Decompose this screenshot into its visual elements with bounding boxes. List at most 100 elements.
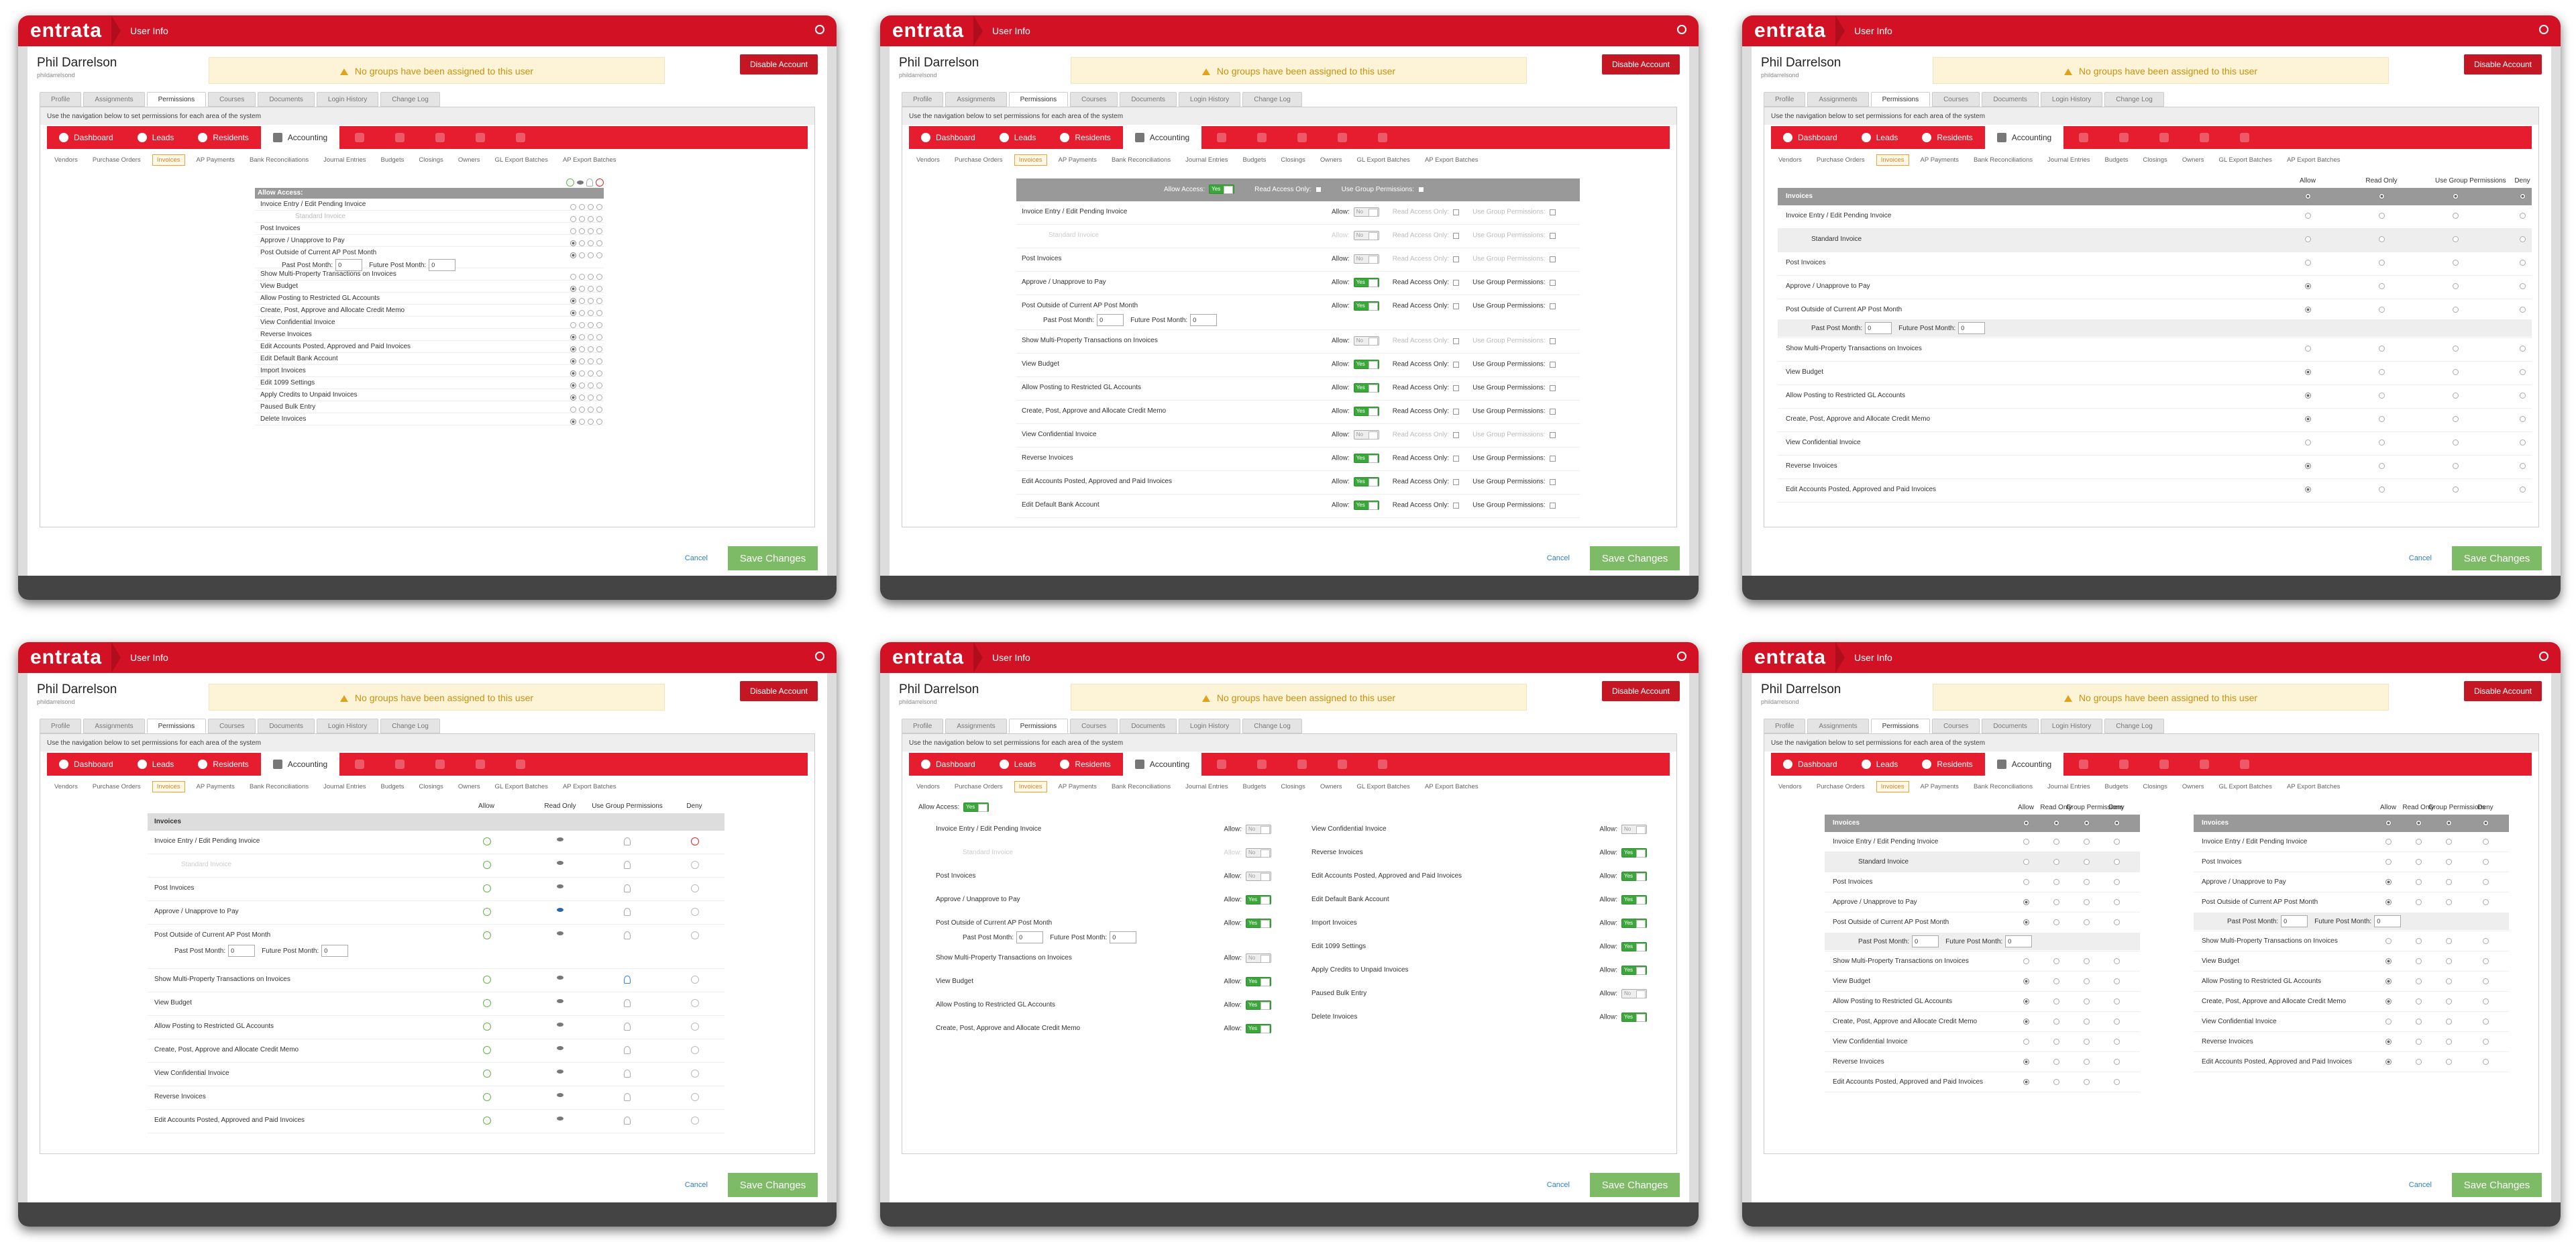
- permission-radio[interactable]: [2520, 307, 2526, 313]
- module-icon-faded[interactable]: [1201, 126, 1242, 149]
- permission-radio[interactable]: [2520, 193, 2526, 199]
- permission-radio[interactable]: [2023, 958, 2029, 964]
- permission-radio[interactable]: [588, 406, 594, 413]
- permission-radio[interactable]: [2305, 283, 2311, 289]
- tab-profile[interactable]: Profile: [40, 719, 82, 733]
- permission-radio[interactable]: [2446, 938, 2452, 944]
- permission-radio[interactable]: [588, 418, 594, 425]
- module-accounting[interactable]: Accounting: [260, 753, 340, 776]
- deny-icon[interactable]: [691, 931, 699, 939]
- permission-radio[interactable]: [2520, 236, 2526, 242]
- module-icon-faded[interactable]: [2144, 753, 2184, 776]
- tab-change-log[interactable]: Change Log: [2104, 719, 2164, 733]
- module-leads[interactable]: Leads: [987, 753, 1049, 776]
- tab-permissions[interactable]: Permissions: [146, 92, 207, 107]
- read-only-checkbox[interactable]: [1453, 303, 1460, 309]
- module-residents[interactable]: Residents: [1048, 126, 1122, 149]
- permission-radio[interactable]: [588, 346, 594, 352]
- permission-radio[interactable]: [2023, 998, 2029, 1004]
- subnav-journal-entries[interactable]: Journal Entries: [323, 156, 366, 164]
- permission-radio[interactable]: [2453, 463, 2459, 469]
- module-icon-faded[interactable]: [2063, 126, 2104, 149]
- permission-radio[interactable]: [570, 252, 576, 258]
- permission-radio[interactable]: [2385, 958, 2392, 964]
- permission-radio[interactable]: [570, 346, 576, 352]
- read-only-checkbox[interactable]: [1453, 431, 1460, 438]
- allow-switch[interactable]: Yes: [1353, 407, 1379, 416]
- permission-radio[interactable]: [579, 406, 585, 413]
- read-only-checkbox[interactable]: [1453, 279, 1460, 286]
- permission-radio[interactable]: [2446, 958, 2452, 964]
- module-icon-faded[interactable]: [380, 126, 420, 149]
- allow-switch[interactable]: Yes: [1621, 848, 1647, 858]
- tab-documents[interactable]: Documents: [1120, 92, 1177, 107]
- read-only-icon[interactable]: [557, 976, 564, 980]
- permission-radio[interactable]: [2114, 820, 2120, 826]
- subnav-vendors[interactable]: Vendors: [916, 782, 940, 790]
- allow-switch[interactable]: No: [1353, 231, 1379, 240]
- cancel-link[interactable]: Cancel: [684, 554, 708, 562]
- subnav-owners[interactable]: Owners: [1320, 782, 1342, 790]
- permission-radio[interactable]: [588, 215, 594, 222]
- group-checkbox[interactable]: [1549, 478, 1556, 485]
- module-accounting[interactable]: Accounting: [1122, 126, 1202, 149]
- past-post-month-input[interactable]: 0: [1097, 314, 1124, 326]
- allow-icon[interactable]: [483, 1070, 491, 1078]
- permission-radio[interactable]: [2053, 1079, 2059, 1085]
- module-icon-faded[interactable]: [380, 753, 420, 776]
- tab-courses[interactable]: Courses: [208, 92, 256, 107]
- permission-radio[interactable]: [2305, 416, 2311, 422]
- subnav-bank-reconciliations[interactable]: Bank Reconciliations: [249, 782, 309, 790]
- permission-radio[interactable]: [2520, 260, 2526, 266]
- permission-radio[interactable]: [579, 382, 585, 389]
- permission-radio[interactable]: [596, 321, 602, 328]
- allow-switch[interactable]: No: [1353, 207, 1379, 217]
- permission-radio[interactable]: [2379, 463, 2385, 469]
- save-changes-button[interactable]: Save Changes: [2452, 1173, 2542, 1197]
- permission-radio[interactable]: [596, 394, 602, 401]
- group-checkbox[interactable]: [1549, 209, 1556, 215]
- subnav-owners[interactable]: Owners: [458, 782, 480, 790]
- permission-radio[interactable]: [2483, 820, 2489, 826]
- module-leads[interactable]: Leads: [987, 126, 1049, 149]
- deny-icon[interactable]: [691, 1046, 699, 1054]
- allow-icon[interactable]: [483, 884, 491, 892]
- permission-radio[interactable]: [2084, 998, 2090, 1004]
- module-leads[interactable]: Leads: [1849, 753, 1911, 776]
- allow-switch[interactable]: No: [1246, 848, 1271, 858]
- module-icon-faded[interactable]: [460, 126, 500, 149]
- subnav-bank-reconciliations[interactable]: Bank Reconciliations: [249, 156, 309, 164]
- deny-icon[interactable]: [691, 1117, 699, 1125]
- permission-radio[interactable]: [596, 227, 602, 234]
- tab-permissions[interactable]: Permissions: [1008, 92, 1069, 107]
- tab-change-log[interactable]: Change Log: [380, 719, 440, 733]
- subnav-gl-export-batches[interactable]: GL Export Batches: [494, 156, 548, 164]
- permission-radio[interactable]: [579, 273, 585, 280]
- permission-radio[interactable]: [579, 394, 585, 401]
- subnav-journal-entries[interactable]: Journal Entries: [2047, 782, 2090, 790]
- allow-icon[interactable]: [483, 908, 491, 916]
- module-icon-faded[interactable]: [2063, 753, 2104, 776]
- subnav-ap-payments[interactable]: AP Payments: [196, 782, 235, 790]
- permission-radio[interactable]: [588, 297, 594, 304]
- permission-radio[interactable]: [2416, 938, 2422, 944]
- group-checkbox[interactable]: [1418, 186, 1424, 193]
- subnav-budgets[interactable]: Budgets: [1242, 156, 1267, 164]
- permission-radio[interactable]: [2305, 393, 2311, 399]
- disable-account-button[interactable]: Disable Account: [2464, 54, 2542, 74]
- permission-radio[interactable]: [579, 203, 585, 210]
- permission-radio[interactable]: [2483, 1019, 2489, 1025]
- allow-switch[interactable]: No: [1353, 430, 1379, 439]
- permission-radio[interactable]: [588, 382, 594, 389]
- allow-switch[interactable]: Yes: [1353, 360, 1379, 369]
- subnav-budgets[interactable]: Budgets: [380, 782, 405, 790]
- permission-radio[interactable]: [2453, 486, 2459, 493]
- module-icon-faded[interactable]: [1362, 126, 1403, 149]
- permission-radio[interactable]: [2305, 193, 2311, 199]
- subnav-ap-export-batches[interactable]: AP Export Batches: [1424, 782, 1479, 790]
- permission-radio[interactable]: [579, 321, 585, 328]
- permission-radio[interactable]: [2023, 1079, 2029, 1085]
- permission-radio[interactable]: [2084, 1079, 2090, 1085]
- permission-radio[interactable]: [2385, 1059, 2392, 1065]
- permission-radio[interactable]: [2084, 958, 2090, 964]
